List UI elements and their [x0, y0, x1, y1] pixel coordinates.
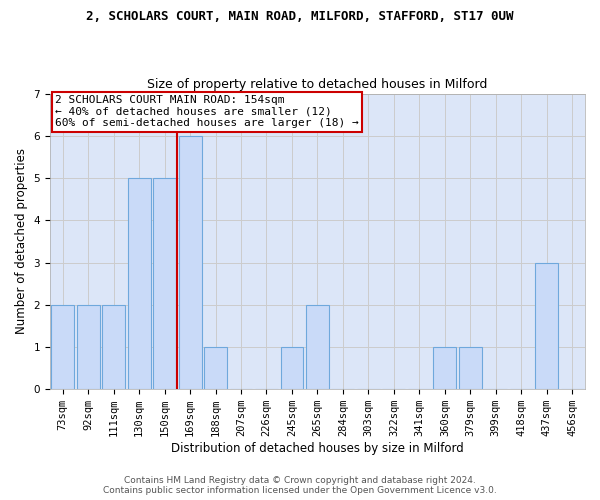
- Bar: [204, 347, 227, 389]
- Bar: [179, 136, 202, 389]
- Bar: [281, 347, 304, 389]
- Bar: [306, 304, 329, 389]
- Text: 2 SCHOLARS COURT MAIN ROAD: 154sqm
← 40% of detached houses are smaller (12)
60%: 2 SCHOLARS COURT MAIN ROAD: 154sqm ← 40%…: [55, 95, 359, 128]
- Bar: [102, 304, 125, 389]
- Bar: [51, 304, 74, 389]
- Bar: [153, 178, 176, 389]
- Text: 2, SCHOLARS COURT, MAIN ROAD, MILFORD, STAFFORD, ST17 0UW: 2, SCHOLARS COURT, MAIN ROAD, MILFORD, S…: [86, 10, 514, 23]
- X-axis label: Distribution of detached houses by size in Milford: Distribution of detached houses by size …: [171, 442, 464, 455]
- Bar: [433, 347, 457, 389]
- Bar: [459, 347, 482, 389]
- Bar: [535, 262, 558, 389]
- Text: Contains HM Land Registry data © Crown copyright and database right 2024.
Contai: Contains HM Land Registry data © Crown c…: [103, 476, 497, 495]
- Bar: [77, 304, 100, 389]
- Bar: [128, 178, 151, 389]
- Y-axis label: Number of detached properties: Number of detached properties: [15, 148, 28, 334]
- Title: Size of property relative to detached houses in Milford: Size of property relative to detached ho…: [147, 78, 488, 91]
